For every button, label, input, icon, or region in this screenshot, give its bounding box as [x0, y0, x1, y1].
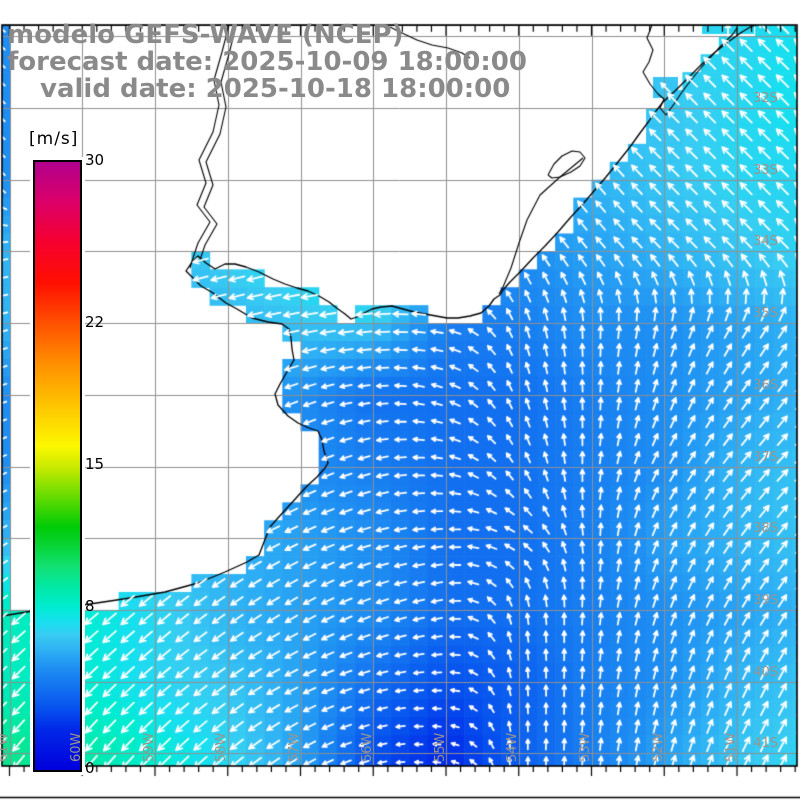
model-title: modelo GEFS-WAVE (NCEP) — [7, 20, 404, 50]
latitude-label: 35S — [753, 306, 778, 322]
latitude-label: 39S — [753, 592, 778, 608]
latitude-label: 40S — [753, 664, 778, 680]
valid-date: valid date: 2025-10-18 18:00:00 — [40, 74, 511, 104]
longitude-label: 55W — [432, 732, 448, 762]
longitude-label: 54W — [505, 732, 521, 762]
colorbar-unit-label: [m/s] — [29, 129, 79, 149]
latitude-label: 33S — [753, 162, 778, 178]
latitude-label: 34S — [753, 234, 778, 250]
longitude-label: 58W — [214, 732, 230, 762]
latitude-label: 41S — [753, 736, 778, 752]
longitude-label: 59W — [141, 732, 157, 762]
colorbar-tick-label: 22 — [85, 313, 105, 332]
latitude-label: 36S — [753, 377, 778, 393]
latitude-label: 37S — [753, 449, 778, 465]
forecast-date: forecast date: 2025-10-09 18:00:00 — [7, 47, 527, 77]
longitude-label: 57W — [287, 732, 302, 762]
latitude-label: 32S — [753, 91, 778, 106]
latitude-label: 38S — [753, 521, 778, 537]
colorbar-tick-label: 0 — [85, 759, 95, 777]
longitude-label: 61W — [0, 732, 11, 762]
colorbar-tick-label: 15 — [85, 455, 105, 473]
colorbar-tick-label: 8 — [85, 596, 95, 615]
colorbar-gradient — [33, 160, 82, 772]
colorbar-tick-label: 30 — [85, 151, 105, 169]
longitude-label: 60W — [68, 732, 84, 762]
longitude-label: 52W — [650, 732, 666, 762]
longitude-label: 53W — [578, 732, 593, 762]
title-block: modelo GEFS-WAVE (NCEP) forecast date: 2… — [7, 22, 527, 103]
longitude-label: 51W — [723, 732, 739, 762]
longitude-label: 56W — [359, 732, 375, 762]
